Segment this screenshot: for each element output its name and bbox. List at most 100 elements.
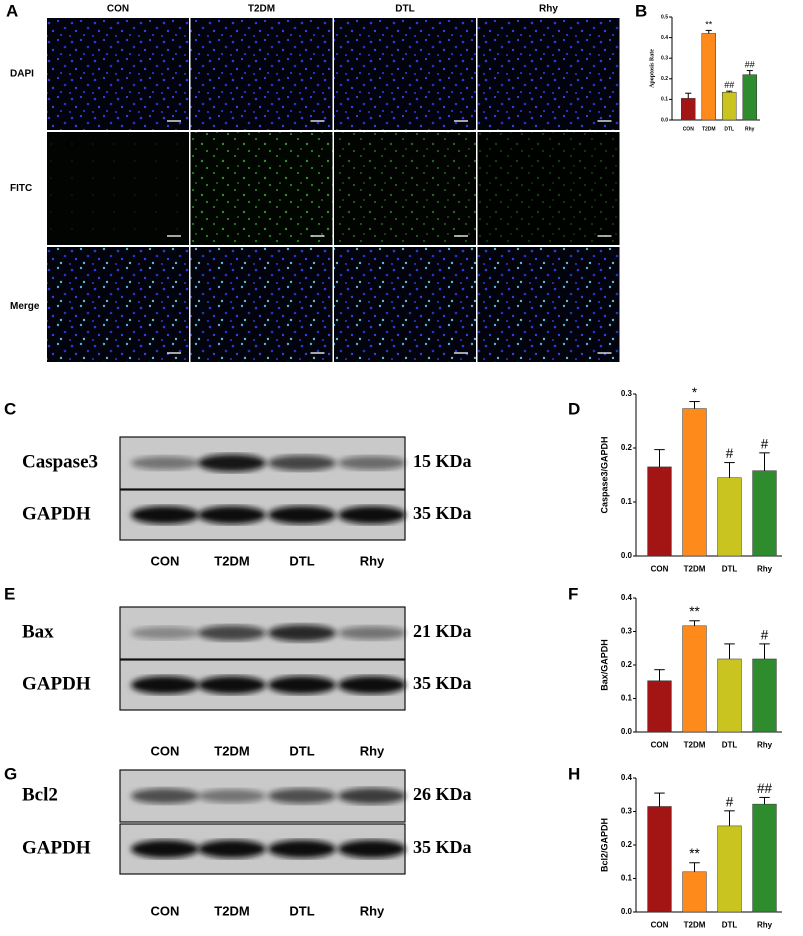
micrograph-shade (190, 132, 333, 245)
bar (682, 871, 707, 913)
blot-band (268, 840, 336, 858)
micrograph (47, 247, 189, 362)
y-axis-label: Apoptosis Rate (649, 49, 655, 88)
blot-band (198, 676, 266, 694)
lane-label: Rhy (360, 903, 385, 918)
y-tick-label: 0.3 (621, 807, 633, 816)
size-label: 21 KDa (413, 621, 472, 641)
lane-label: Rhy (360, 743, 385, 758)
y-tick-label: 0.5 (661, 14, 668, 20)
bar (717, 825, 742, 913)
lane-label: CON (151, 743, 180, 758)
y-tick-label: 0.4 (621, 593, 633, 602)
micrograph (190, 247, 333, 362)
blot-band (131, 506, 199, 524)
y-tick-label: 0.1 (661, 97, 668, 103)
error-bar (705, 29, 712, 34)
bar (681, 98, 696, 121)
column-label: Rhy (539, 4, 558, 15)
lane-label: CON (151, 553, 180, 568)
micrograph-shade (334, 132, 476, 245)
x-tick-label: DTL (722, 741, 738, 750)
row-label: DAPI (10, 69, 34, 80)
y-tick-label: 0.0 (661, 117, 668, 123)
blot-band (198, 840, 266, 858)
bar (647, 806, 672, 913)
error-bar (724, 643, 735, 659)
error-bar (724, 462, 735, 478)
error-bar (759, 643, 770, 659)
x-tick-label: T2DM (684, 565, 706, 574)
bar (752, 470, 777, 557)
micrograph (334, 132, 476, 245)
panel-letter: F (568, 584, 578, 603)
blot-band (268, 624, 336, 642)
blot-band (338, 506, 406, 524)
y-tick-label: 0.3 (621, 627, 633, 636)
x-tick-label: Rhy (757, 565, 773, 574)
protein-label: Bcl2 (22, 784, 58, 805)
bar (742, 74, 757, 121)
lane-label: DTL (289, 903, 314, 918)
blot-band (198, 625, 266, 641)
bar (647, 466, 672, 557)
panel-letter: D (568, 399, 580, 418)
y-axis-label: Bax/GAPDH (599, 639, 609, 691)
column-label: DTL (395, 4, 414, 15)
x-tick-label: T2DM (702, 126, 716, 132)
significance-label: ## (757, 781, 773, 796)
error-bar (654, 449, 665, 467)
lane-label: DTL (289, 743, 314, 758)
micrograph (47, 18, 189, 130)
error-bar (654, 792, 665, 807)
error-bar (689, 401, 700, 409)
significance-label: ** (689, 846, 700, 861)
protein-label: Caspase3 (22, 451, 98, 472)
panel-letter: H (568, 764, 580, 783)
significance-label: * (692, 385, 698, 400)
y-tick-label: 0.0 (621, 727, 633, 736)
size-label: 35 KDa (413, 837, 472, 857)
y-axis-label: Caspase3/GAPDH (599, 436, 609, 513)
blot-band (131, 626, 199, 640)
lane-label: Rhy (360, 553, 385, 568)
bar (722, 91, 737, 121)
blot-band (338, 456, 406, 470)
x-tick-label: DTL (724, 126, 734, 132)
blot-band (131, 676, 199, 694)
bar (752, 658, 777, 733)
blot-band (268, 788, 336, 804)
significance-label: ** (689, 604, 700, 619)
bar (701, 33, 716, 121)
x-tick-label: CON (683, 126, 695, 132)
row-label: Merge (10, 301, 40, 312)
error-bar (689, 862, 700, 872)
y-tick-label: 0.1 (621, 694, 633, 703)
significance-label: ## (745, 60, 755, 70)
protein-label: Bax (22, 621, 54, 642)
significance-label: # (761, 436, 769, 451)
micrograph (190, 18, 333, 130)
x-tick-label: Rhy (757, 921, 773, 930)
row-label: FITC (10, 183, 32, 194)
x-tick-label: Rhy (745, 126, 755, 132)
size-label: 15 KDa (413, 451, 472, 471)
blot-band (131, 788, 199, 804)
x-tick-label: DTL (722, 565, 738, 574)
size-label: 26 KDa (413, 784, 472, 804)
panel-letter: G (4, 764, 17, 783)
blot-band (131, 840, 199, 858)
significance-label: # (726, 794, 734, 809)
error-bar (685, 92, 692, 99)
column-label: CON (107, 4, 129, 15)
micrograph (477, 18, 620, 130)
bar (647, 680, 672, 733)
y-tick-label: 0.0 (621, 907, 633, 916)
bar (682, 408, 707, 557)
blot-band (198, 789, 266, 803)
y-tick-label: 0.2 (621, 443, 633, 452)
lane-label: T2DM (214, 743, 249, 758)
significance-label: ** (705, 19, 713, 29)
